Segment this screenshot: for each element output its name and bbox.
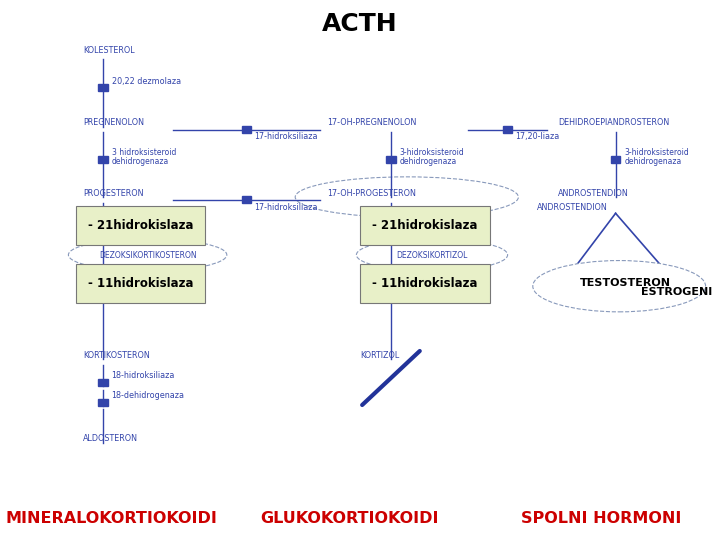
Text: 3-hidroksisteroid: 3-hidroksisteroid — [624, 148, 689, 157]
Text: DEHIDROEPIANDROSTERON: DEHIDROEPIANDROSTERON — [558, 118, 670, 127]
Text: ACTH: ACTH — [322, 12, 398, 36]
Bar — [242, 126, 251, 133]
Bar — [98, 379, 108, 386]
Text: 17-OH-PROGESTERON: 17-OH-PROGESTERON — [328, 188, 416, 198]
Text: 3-hidroksisteroid: 3-hidroksisteroid — [400, 148, 464, 157]
Text: 3 hidroksisteroid: 3 hidroksisteroid — [112, 148, 176, 157]
Text: ALDOSTERON: ALDOSTERON — [83, 434, 138, 443]
Text: 17-OH-PREGNENOLON: 17-OH-PREGNENOLON — [328, 118, 417, 127]
Ellipse shape — [533, 261, 706, 312]
Text: KOLESTEROL: KOLESTEROL — [83, 45, 135, 55]
Text: - 21hidrokislaza: - 21hidrokislaza — [372, 219, 477, 232]
Text: GLUKOKORTIOKOIDI: GLUKOKORTIOKOIDI — [260, 511, 438, 526]
Ellipse shape — [68, 239, 227, 271]
Bar — [98, 84, 108, 91]
Text: ESTROGENI: ESTROGENI — [641, 287, 712, 296]
Bar — [98, 399, 108, 406]
Text: 18-dehidrogenaza: 18-dehidrogenaza — [112, 391, 184, 400]
Text: PREGNENOLON: PREGNENOLON — [83, 118, 144, 127]
Text: - 21hidrokislaza: - 21hidrokislaza — [88, 219, 193, 232]
Text: KORTIZOL: KORTIZOL — [360, 350, 400, 360]
Text: MINERALOKORTIOKOIDI: MINERALOKORTIOKOIDI — [6, 511, 217, 526]
Text: dehidrogenaza: dehidrogenaza — [400, 157, 457, 166]
Text: dehidrogenaza: dehidrogenaza — [112, 157, 169, 166]
Bar — [98, 156, 108, 163]
Text: DEZOKSIKORTIZOL: DEZOKSIKORTIZOL — [396, 251, 468, 260]
Text: TESTOSTERON: TESTOSTERON — [580, 279, 670, 288]
Text: KORTIKOSTERON: KORTIKOSTERON — [83, 350, 150, 360]
Bar — [242, 196, 251, 203]
Text: 17-hidroksiliaza: 17-hidroksiliaza — [254, 202, 318, 212]
Text: DEZOKSIKORTIKOSTERON: DEZOKSIKORTIKOSTERON — [99, 251, 197, 260]
Bar — [387, 156, 396, 163]
Text: dehidrogenaza: dehidrogenaza — [624, 157, 682, 166]
Text: 17,20-liaza: 17,20-liaza — [515, 132, 559, 141]
Text: 18-hidroksiliaza: 18-hidroksiliaza — [112, 371, 175, 380]
Text: 20,22 dezmolaza: 20,22 dezmolaza — [112, 77, 181, 85]
Text: PROGESTERON: PROGESTERON — [83, 188, 143, 198]
Text: SPOLNI HORMONI: SPOLNI HORMONI — [521, 511, 681, 526]
Ellipse shape — [356, 239, 508, 271]
Text: - 11hidrokislaza: - 11hidrokislaza — [372, 277, 477, 290]
FancyBboxPatch shape — [360, 206, 490, 245]
FancyBboxPatch shape — [360, 264, 490, 303]
Bar — [503, 126, 513, 133]
Bar — [611, 156, 621, 163]
FancyBboxPatch shape — [76, 206, 205, 245]
Text: ANDROSTENDION: ANDROSTENDION — [558, 188, 629, 198]
Text: - 11hidrokislaza: - 11hidrokislaza — [88, 277, 193, 290]
FancyBboxPatch shape — [76, 264, 205, 303]
Text: ANDROSTENDION: ANDROSTENDION — [537, 202, 608, 212]
Text: 17-hidroksiliaza: 17-hidroksiliaza — [254, 132, 318, 141]
